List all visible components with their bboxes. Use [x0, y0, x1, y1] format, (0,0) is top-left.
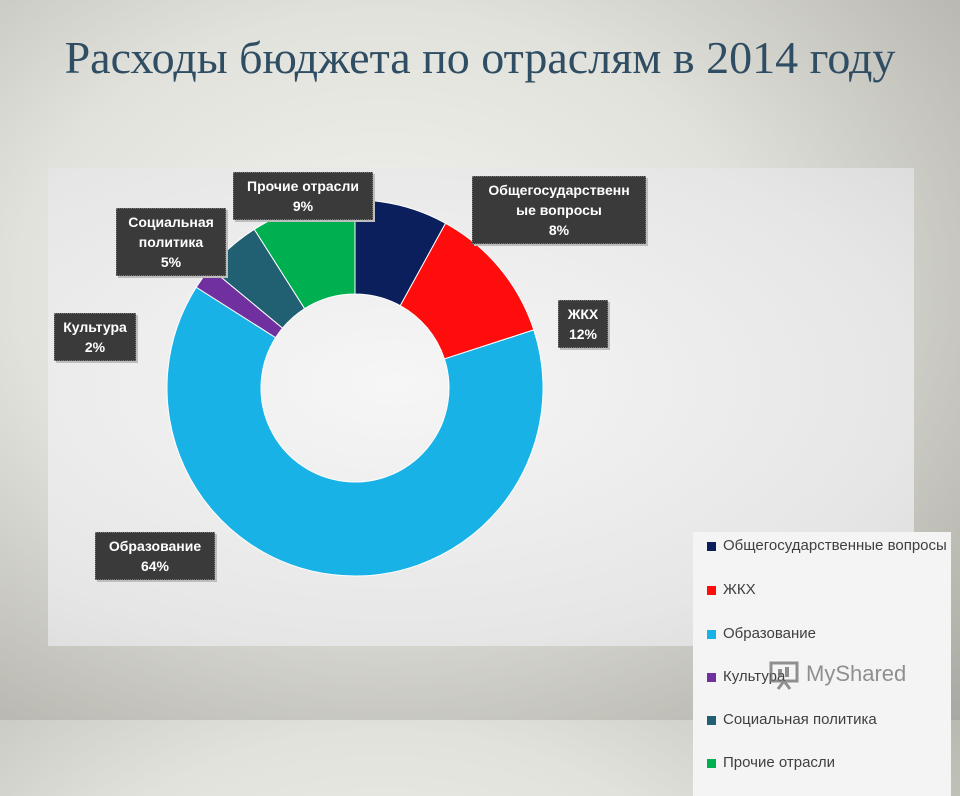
legend-label-education: Образование: [723, 625, 816, 642]
legend-swatch-social: [707, 716, 716, 725]
donut-slice-education: [166, 286, 544, 577]
legend-label-other: Прочие отрасли: [723, 754, 836, 771]
data-label-other-name: Прочие отрасли: [247, 178, 359, 194]
legend-label-housing: ЖКХ: [723, 581, 756, 598]
data-label-education-name: Образование: [108, 538, 202, 554]
legend-swatch-general: [707, 542, 716, 551]
data-label-culture-value: 2%: [84, 339, 106, 355]
legend-label-general: Общегосударственные вопросы: [723, 537, 947, 554]
legend-swatch-housing: [707, 586, 716, 595]
data-label-social-value: 5%: [160, 254, 182, 270]
data-label-social: Социальная политика 5%: [116, 208, 226, 276]
data-label-housing-value: 12%: [568, 326, 598, 342]
data-label-education-value: 64%: [140, 558, 170, 574]
page-title: Расходы бюджета по отраслям в 2014 году: [64, 32, 896, 83]
data-label-other: Прочие отрасли 9%: [233, 172, 373, 220]
data-label-general: Общегосударственн ые вопросы 8%: [472, 176, 646, 244]
data-label-housing-name: ЖКХ: [567, 306, 599, 322]
data-label-culture: Культура 2%: [54, 313, 136, 361]
legend-swatch-other: [707, 759, 716, 768]
data-label-general-name: Общегосударственн ые вопросы: [488, 182, 630, 218]
data-label-other-value: 9%: [292, 198, 314, 214]
watermark-text: MyShared: [806, 661, 907, 686]
data-label-housing: ЖКХ 12%: [558, 300, 608, 348]
data-label-general-value: 8%: [548, 222, 570, 238]
legend-swatch-education: [707, 630, 716, 639]
data-label-education: Образование 64%: [95, 532, 215, 580]
data-label-culture-name: Культура: [63, 319, 127, 335]
watermark: MyShared: [768, 658, 928, 692]
data-label-social-name: Социальная политика: [128, 214, 214, 250]
presentation-icon: [769, 661, 799, 690]
donut-chart: [166, 199, 544, 577]
legend-swatch-culture: [707, 673, 716, 682]
